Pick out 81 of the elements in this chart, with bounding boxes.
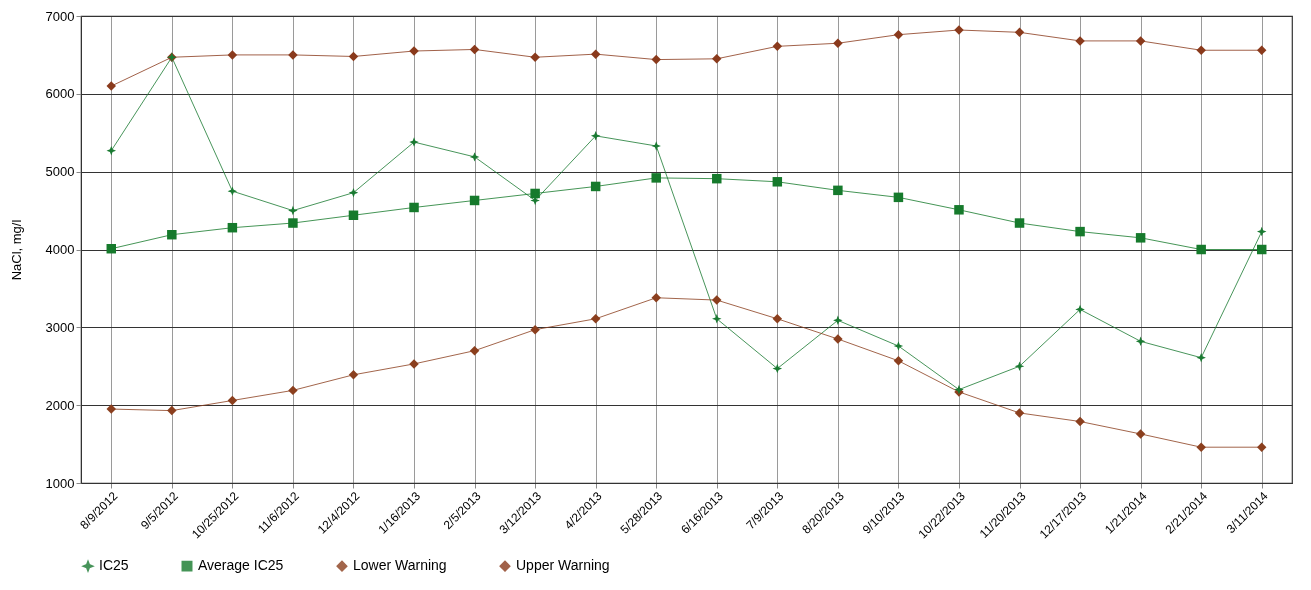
point — [772, 363, 783, 374]
point — [530, 188, 540, 199]
point — [1256, 244, 1267, 255]
point — [167, 229, 177, 240]
point — [651, 293, 661, 303]
point — [227, 50, 238, 60]
y-tick-label: 2000 — [45, 397, 75, 413]
point — [712, 314, 722, 324]
point — [833, 185, 843, 196]
point — [1196, 45, 1206, 55]
y-axis-title: NaCl, mg/l — [8, 219, 24, 281]
point — [1075, 226, 1085, 237]
point — [1075, 304, 1085, 315]
point — [288, 385, 298, 396]
point — [712, 295, 722, 305]
point — [772, 41, 783, 52]
point — [469, 44, 480, 55]
point — [1196, 442, 1206, 452]
y-tick-label: 1000 — [45, 475, 75, 491]
point — [530, 52, 540, 62]
point — [1196, 244, 1206, 255]
point — [530, 324, 540, 335]
point — [833, 315, 843, 326]
point — [954, 205, 964, 215]
point — [288, 205, 298, 216]
point — [227, 395, 238, 406]
point — [772, 314, 783, 324]
point — [348, 210, 359, 220]
point — [590, 181, 601, 192]
point — [1014, 218, 1025, 228]
point — [106, 145, 117, 156]
point — [1014, 27, 1025, 38]
point — [288, 218, 298, 228]
point — [1135, 36, 1146, 46]
point — [712, 173, 722, 184]
point — [833, 38, 843, 48]
point — [1135, 233, 1146, 243]
legend-label: IC25 — [99, 557, 129, 574]
legend-label: Upper Warning — [516, 557, 610, 574]
point — [712, 54, 722, 64]
point — [1135, 429, 1146, 439]
point — [106, 81, 117, 91]
legend-label: Lower Warning — [353, 557, 447, 574]
point — [1256, 45, 1267, 55]
point — [1014, 408, 1025, 418]
point — [227, 186, 238, 196]
y-tick-label: 5000 — [45, 164, 75, 180]
point — [1196, 352, 1206, 363]
point — [893, 341, 904, 351]
point — [1075, 416, 1085, 427]
point — [106, 243, 117, 254]
point — [893, 356, 904, 366]
point — [409, 202, 419, 213]
point — [469, 195, 480, 206]
point — [651, 54, 661, 65]
y-tick-label: 6000 — [45, 86, 75, 102]
point — [348, 51, 359, 62]
point — [651, 173, 661, 183]
point — [893, 192, 904, 203]
legend-label: Average IC25 — [198, 557, 284, 574]
point — [590, 131, 601, 141]
point — [1256, 226, 1267, 237]
point — [348, 187, 359, 198]
point — [1135, 336, 1146, 347]
point — [1256, 442, 1267, 452]
y-tick-label: 3000 — [45, 319, 75, 335]
point — [469, 345, 480, 356]
point — [227, 222, 238, 233]
y-tick-label: 7000 — [45, 8, 75, 24]
point — [409, 137, 419, 147]
point — [106, 404, 117, 414]
point — [348, 370, 359, 380]
point — [469, 152, 480, 162]
point — [772, 177, 783, 187]
y-tick-label: 4000 — [45, 242, 75, 257]
point — [893, 29, 904, 40]
point — [590, 49, 601, 59]
point — [590, 314, 601, 324]
point — [1014, 361, 1025, 371]
point — [167, 405, 177, 416]
point — [651, 141, 661, 151]
